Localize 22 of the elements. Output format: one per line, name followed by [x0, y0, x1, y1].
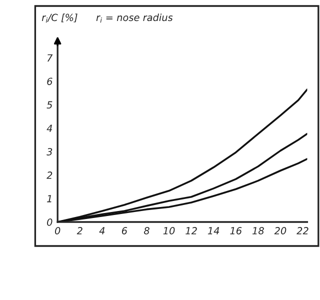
x-tick-label: 2: [76, 227, 82, 234]
y-tick-label: 4: [46, 124, 52, 132]
x-tick-label: 22: [296, 227, 308, 234]
y-tick-label: 3: [46, 148, 52, 156]
x-tick-label: 18: [252, 227, 264, 234]
x-tick-label: 4: [99, 227, 105, 234]
y-tick-label: 0: [47, 218, 52, 226]
y-tick-label: 1: [47, 195, 52, 202]
y-tick-label: 5: [46, 101, 52, 109]
y-tick-label: 2: [46, 172, 52, 179]
x-tick-label: 12: [186, 227, 197, 234]
y-tick-label: 6: [47, 78, 52, 86]
x-tick-label: 14: [208, 227, 220, 234]
text: r$_{i}$ = nose radius: [96, 14, 173, 23]
x-tick-label: 8: [144, 227, 150, 234]
x-tick-label: 0: [54, 227, 60, 234]
x-tick-label: 10: [163, 227, 175, 234]
y-axis-title: r$_{i}$/C [%]: [42, 14, 78, 23]
x-tick-label: 16: [230, 227, 242, 234]
x-tick-label: 6: [122, 227, 128, 234]
x-tick-label: 20: [274, 227, 286, 234]
y-tick-label: 7: [47, 54, 53, 62]
